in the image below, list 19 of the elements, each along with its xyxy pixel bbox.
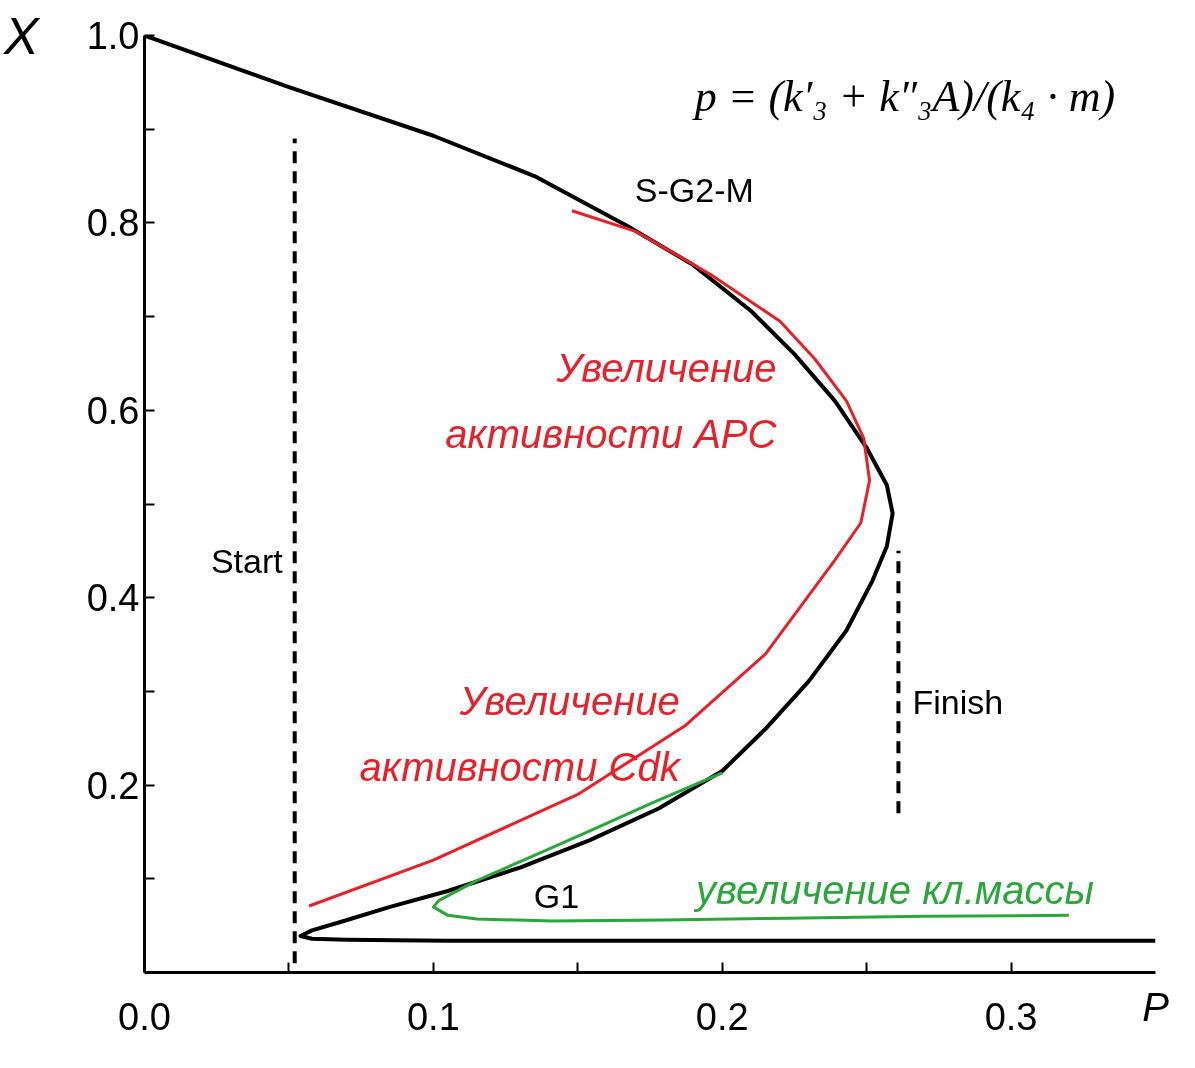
annotation: Увеличение активности Cdk [359,679,682,790]
series-label: Finish [912,683,1004,722]
y-tick-label: 0.4 [86,577,140,620]
y-tick-label: 1.0 [86,15,140,57]
y-axis-title: X [2,6,41,65]
annotation: увеличение кл.массы [692,868,1094,913]
annotation: G1 [533,876,580,915]
x-tick-label: 0.1 [406,995,460,1038]
series-label: Start [210,541,284,580]
y-tick-label: 0.2 [86,764,140,807]
x-tick-label: 0.2 [695,995,749,1038]
annotation: Увеличение активности APC [445,345,778,456]
annotation: S-G2-M [634,171,754,210]
x-tick-label: 0.3 [984,995,1038,1038]
annotation: p = (k′₃ + k″₃A)/(k₄ · m) [691,71,1116,121]
y-tick-label: 0.8 [86,202,140,245]
x-axis-title: P [1142,984,1170,1029]
x-tick-label: 0.0 [118,995,171,1038]
y-tick-label: 0.6 [86,389,140,432]
